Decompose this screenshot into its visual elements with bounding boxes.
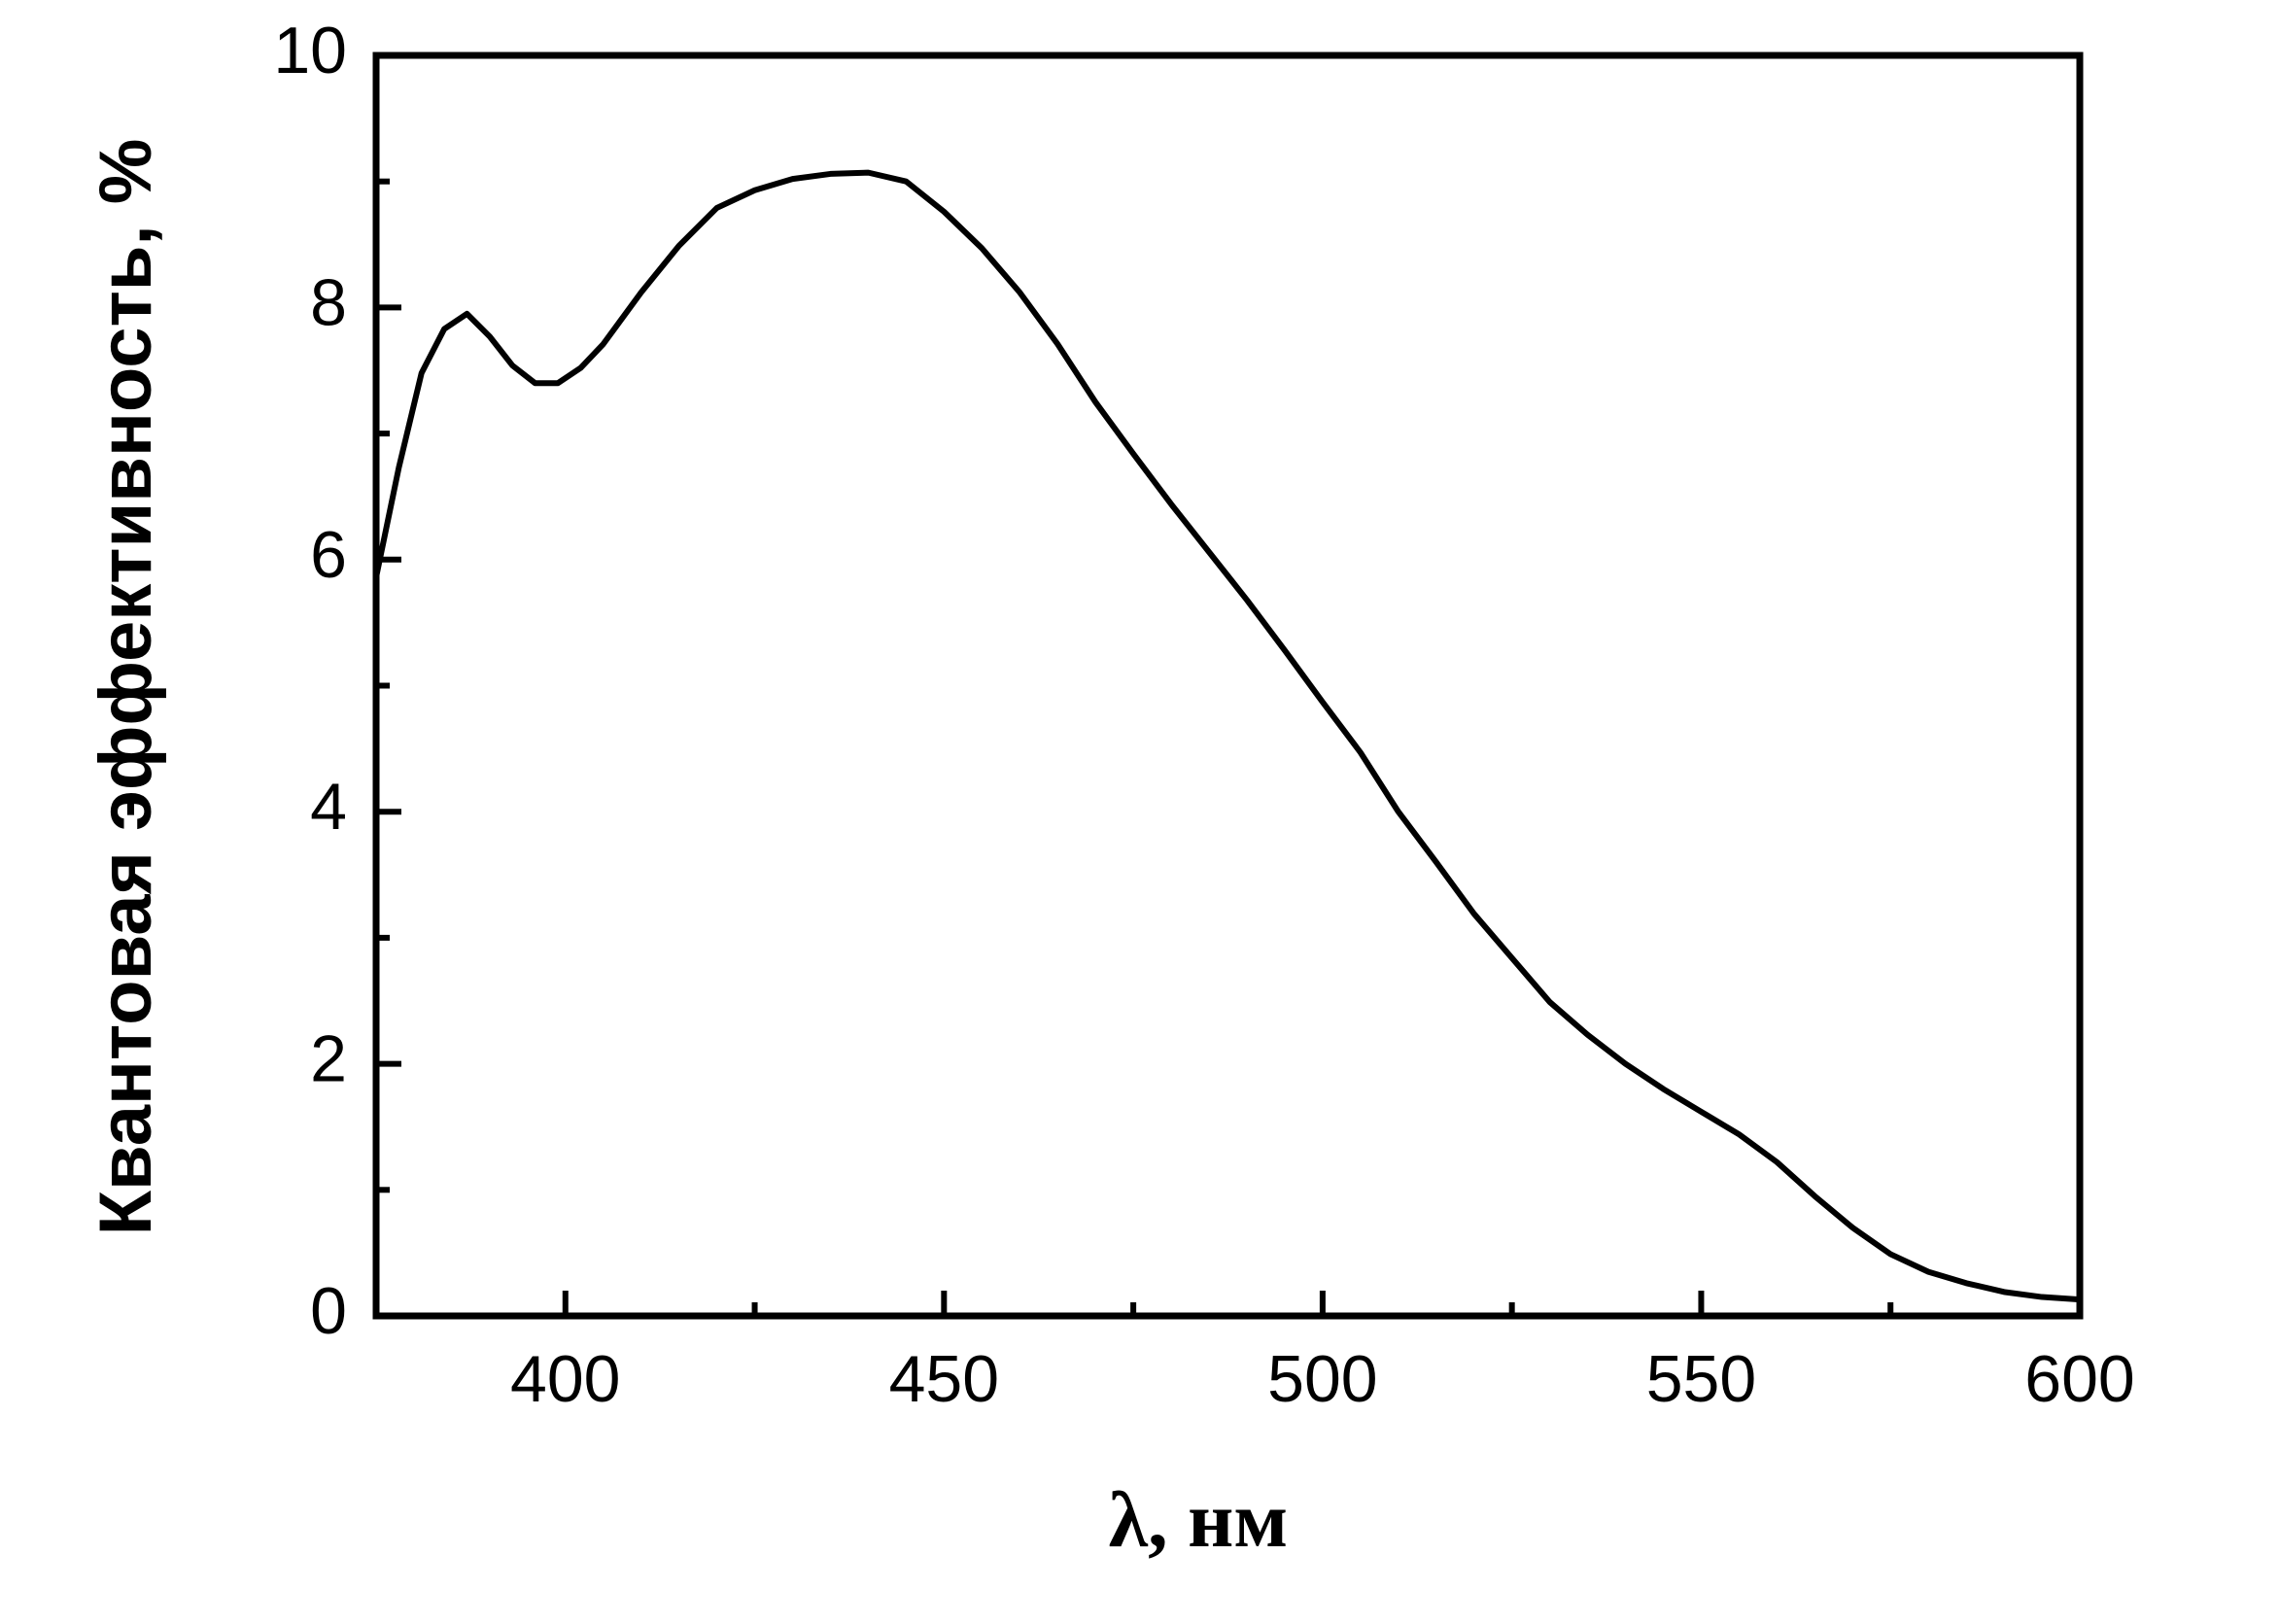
y-axis-label: Квантовая эффективность, % (85, 139, 167, 1236)
y-tick-label: 4 (310, 770, 347, 844)
x-tick-label: 550 (1646, 1342, 1756, 1416)
y-tick-label: 8 (310, 265, 347, 339)
x-tick-label: 500 (1267, 1342, 1377, 1416)
y-tick-label: 0 (310, 1274, 347, 1348)
x-axis-label: λ, нм (1109, 1475, 1288, 1564)
plot-frame (372, 52, 2084, 1320)
data-line (373, 169, 2081, 1303)
x-tick-label: 400 (510, 1342, 620, 1416)
x-tick-label: 450 (889, 1342, 999, 1416)
y-tick-label: 6 (310, 518, 347, 592)
y-tick-label: 2 (310, 1022, 347, 1096)
y-tick-label: 10 (273, 14, 347, 87)
x-tick-label: 600 (2024, 1342, 2134, 1416)
